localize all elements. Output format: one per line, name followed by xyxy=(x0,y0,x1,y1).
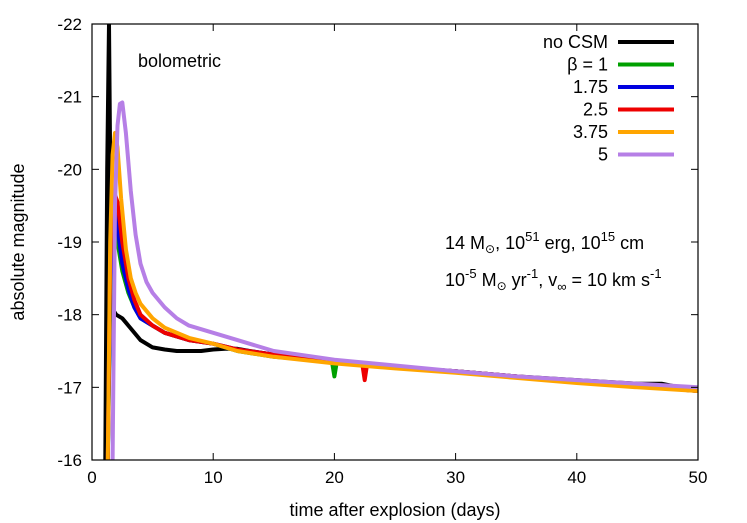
ticks-layer: 0 10 20 30 40 50 -22 -21 -20 -19 -18 -17 -16 xyxy=(57,15,707,487)
series-line-2 xyxy=(105,210,698,460)
x-tick-label: 40 xyxy=(567,468,586,487)
params-line-1: 14 M⊙, 1051 erg, 1015 cm xyxy=(445,229,644,256)
x-tick-label: 10 xyxy=(204,468,223,487)
y-tick-label: -18 xyxy=(57,306,82,325)
legend-label: 3.75 xyxy=(573,122,608,142)
band-label: bolometric xyxy=(138,51,221,71)
y-tick-label: -19 xyxy=(57,233,82,252)
series-layer xyxy=(103,24,698,460)
y-tick-label: -20 xyxy=(57,160,82,179)
y-tick-label: -22 xyxy=(57,15,82,34)
legend-label: no CSM xyxy=(543,32,608,52)
y-tick-label: -17 xyxy=(57,378,82,397)
series-line-1 xyxy=(105,225,698,460)
legend-label: 5 xyxy=(598,145,608,165)
x-tick-label: 50 xyxy=(689,468,708,487)
series-line-4 xyxy=(105,131,698,460)
legend-label: β = 1 xyxy=(567,55,608,75)
y-tick-label: -21 xyxy=(57,88,82,107)
y-axis-label: absolute magnitude xyxy=(8,163,28,320)
x-tick-label: 30 xyxy=(446,468,465,487)
y-tick-label: -16 xyxy=(57,451,82,470)
legend-label: 1.75 xyxy=(573,77,608,97)
params-line-2: 10-5 M⊙ yr-1, v∞ = 10 km s-1 xyxy=(445,266,662,294)
legend: no CSM β = 11.75 2.53.75 5 xyxy=(543,32,674,165)
x-axis-label: time after explosion (days) xyxy=(289,500,500,520)
x-tick-label: 0 xyxy=(87,468,96,487)
x-tick-label: 20 xyxy=(325,468,344,487)
legend-label: 2.5 xyxy=(583,100,608,120)
series-line-5 xyxy=(110,100,698,460)
